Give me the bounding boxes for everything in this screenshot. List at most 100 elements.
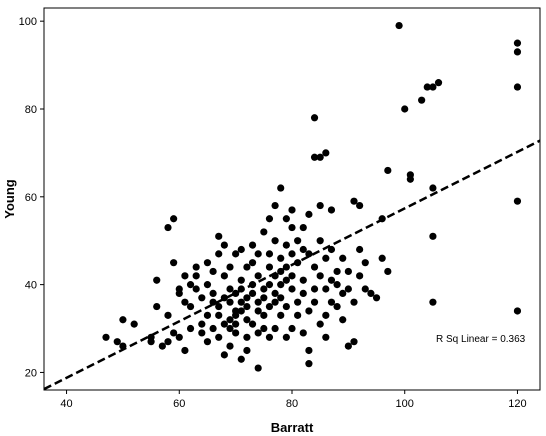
data-point	[232, 320, 240, 328]
y-tick-label: 20	[25, 367, 37, 379]
data-point	[350, 338, 358, 346]
data-point	[260, 285, 268, 293]
data-point	[316, 153, 324, 161]
data-point	[192, 263, 200, 271]
data-point	[282, 333, 290, 341]
y-axis: 20 40 60 80 100	[19, 16, 44, 379]
data-point	[226, 316, 234, 324]
data-point	[350, 298, 358, 306]
data-point	[198, 320, 206, 328]
data-point	[243, 333, 251, 341]
data-point	[322, 285, 330, 293]
data-point	[220, 320, 228, 328]
data-point	[513, 48, 522, 56]
data-point	[299, 223, 307, 232]
data-point	[130, 320, 138, 328]
data-point	[254, 329, 262, 337]
data-point	[271, 289, 279, 298]
data-point	[288, 324, 296, 333]
data-point	[344, 342, 352, 350]
data-point	[429, 184, 437, 192]
data-point	[260, 324, 268, 333]
data-point	[248, 259, 257, 267]
data-point	[215, 333, 223, 341]
data-point	[215, 311, 223, 319]
data-point	[361, 259, 369, 267]
data-point	[192, 285, 200, 293]
data-point	[277, 254, 285, 262]
data-point	[226, 324, 234, 333]
data-point	[429, 83, 437, 91]
x-tick-label: 40	[60, 398, 72, 410]
data-point	[327, 276, 336, 284]
data-point	[418, 96, 426, 104]
y-tick-label: 80	[25, 104, 37, 116]
data-point	[243, 316, 251, 324]
x-axis-title: Barratt	[271, 420, 314, 435]
data-point	[322, 149, 330, 157]
data-point	[254, 272, 262, 280]
data-point	[203, 338, 212, 346]
data-point	[339, 289, 347, 298]
data-point	[310, 298, 319, 306]
data-point	[158, 342, 166, 350]
data-point	[215, 232, 223, 240]
data-point	[294, 298, 302, 306]
data-point	[265, 215, 274, 223]
data-point	[243, 263, 251, 271]
data-point	[288, 206, 296, 214]
x-axis: 40 60 80 100 120	[60, 390, 527, 410]
x-tick-label: 60	[173, 398, 185, 410]
data-point	[265, 263, 274, 271]
data-point	[181, 346, 189, 355]
data-point	[333, 267, 341, 276]
data-point	[232, 250, 240, 258]
data-point	[248, 289, 257, 298]
data-point	[344, 267, 352, 276]
data-point	[350, 197, 358, 205]
data-point	[310, 285, 319, 293]
data-point	[164, 223, 172, 232]
data-point	[181, 272, 189, 280]
data-point	[209, 324, 217, 333]
data-point	[299, 245, 307, 254]
data-point	[305, 346, 313, 355]
data-point	[254, 307, 262, 315]
data-point	[294, 311, 302, 319]
data-point	[164, 338, 172, 346]
data-point	[113, 338, 121, 346]
data-point	[175, 289, 183, 298]
data-point	[119, 316, 127, 324]
data-point	[423, 83, 431, 91]
data-point	[305, 307, 313, 315]
data-point	[327, 206, 336, 214]
data-point	[237, 298, 245, 306]
fit-line	[43, 139, 541, 391]
data-point	[254, 298, 262, 306]
x-tick-label: 120	[508, 398, 526, 410]
data-point	[175, 333, 183, 341]
data-point	[316, 201, 324, 210]
data-point	[429, 232, 437, 240]
data-point	[248, 241, 257, 249]
data-point	[513, 83, 522, 91]
y-tick-label: 40	[25, 280, 37, 292]
data-point	[226, 298, 234, 306]
data-point	[299, 329, 307, 337]
data-point	[339, 316, 347, 324]
data-point	[282, 241, 290, 249]
data-point	[356, 245, 364, 254]
data-point	[406, 171, 414, 179]
data-point	[220, 241, 228, 249]
data-point	[254, 364, 262, 372]
data-point	[237, 276, 245, 284]
data-point	[271, 324, 279, 333]
data-point	[181, 298, 189, 306]
data-point	[277, 281, 285, 289]
data-point	[153, 302, 161, 311]
data-point	[333, 302, 341, 311]
data-point	[203, 259, 212, 267]
data-point	[237, 355, 245, 363]
data-point	[356, 201, 364, 210]
data-point	[282, 276, 290, 284]
